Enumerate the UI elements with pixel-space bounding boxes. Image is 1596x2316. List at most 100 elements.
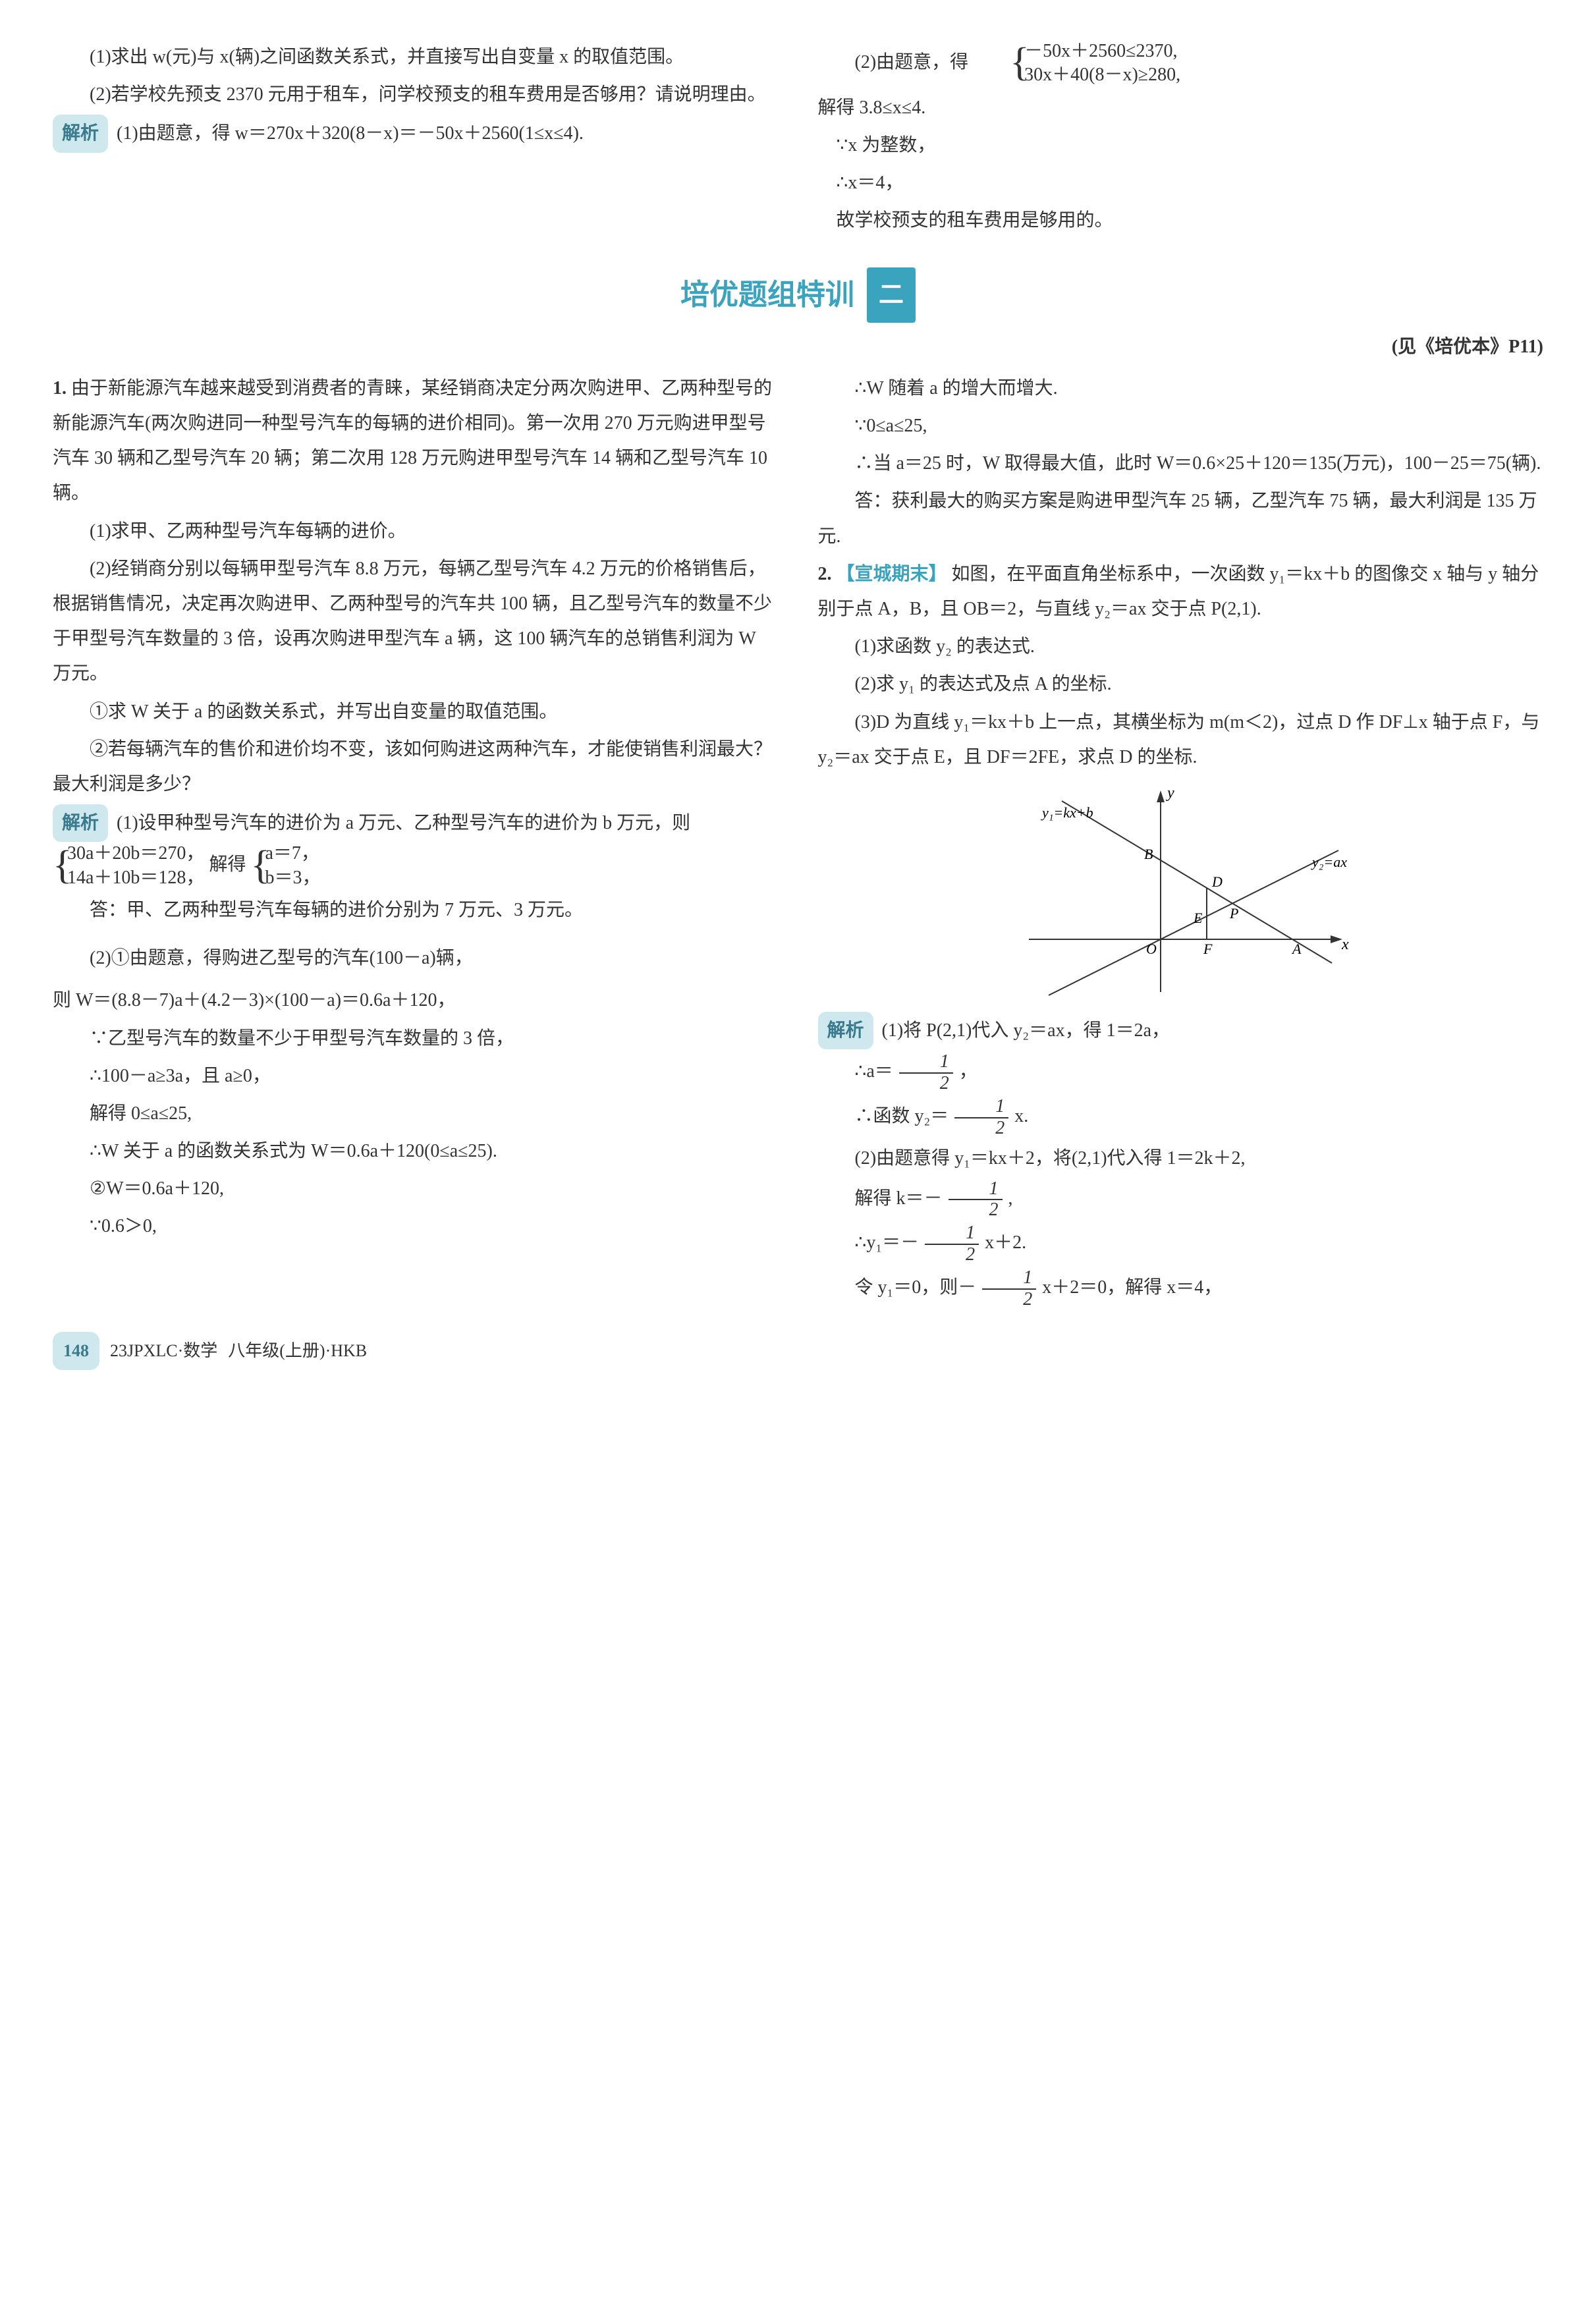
text: 答：甲、乙两种型号汽车每辆的进价分别为 7 万元、3 万元。 <box>53 893 779 927</box>
q-text: (2)若学校先预支 2370 元用于租车，问学校预支的租车费用是否够用？请说明理… <box>53 77 779 112</box>
sys-line: 30a＋20b＝270， <box>67 842 204 866</box>
q-number: 1. <box>53 378 67 399</box>
pt-P: P <box>1229 905 1238 922</box>
exam-tag: 【宣城期末】 <box>837 564 947 584</box>
y-axis-label: y <box>1166 785 1174 802</box>
question-2: 2. 【宣城期末】 如图，在平面直角坐标系中，一次函数 y₁＝kx＋b 的图像交… <box>818 557 1544 626</box>
text: 故学校预支的租车费用是够用的。 <box>818 203 1544 238</box>
q2-part1: (1)求函数 y₂ 的表达式. <box>818 629 1544 664</box>
text: ∴W 随着 a 的增大而增大. <box>818 371 1544 406</box>
text: ∴当 a＝25 时，W 取得最大值，此时 W＝0.6×25＋120＝135(万元… <box>818 446 1544 481</box>
sys-line: 30x＋40(8－x)≥280, <box>987 63 1180 87</box>
pt-D: D <box>1211 873 1223 890</box>
pt-F: F <box>1203 941 1213 957</box>
text: ∵x 为整数， <box>818 128 1544 163</box>
y2-label: y₂=ax <box>1311 854 1347 870</box>
fraction: 12 <box>982 1268 1036 1310</box>
text: x＋2. <box>985 1232 1026 1253</box>
sys-line: a＝7， <box>265 842 320 866</box>
analysis-line: (2)由题意，得 －50x＋2560≤2370, 30x＋40(8－x)≥280… <box>818 40 1544 88</box>
analysis-tag: 解析 <box>53 115 108 152</box>
left-col: 1. 由于新能源汽车越来越受到消费者的青睐，某经销商决定分两次购进甲、乙两种型号… <box>53 371 779 1312</box>
sys-line: b＝3， <box>265 866 320 890</box>
section-header: 培优题组特训 二 <box>53 267 1543 323</box>
fraction: 12 <box>925 1223 979 1265</box>
text: ∴y₁＝－ 12 x＋2. <box>818 1223 1544 1265</box>
text: , <box>1008 1188 1013 1209</box>
text: x. <box>1014 1106 1028 1126</box>
fraction: 12 <box>949 1179 1003 1221</box>
text: ∴x＝4， <box>818 165 1544 200</box>
main-body: 1. 由于新能源汽车越来越受到消费者的青睐，某经销商决定分两次购进甲、乙两种型号… <box>53 371 1543 1312</box>
text: (1)将 P(2,1)代入 y₂＝ax，得 1＝2a， <box>882 1020 1170 1041</box>
text: ②W＝0.6a＋120, <box>53 1171 779 1206</box>
q1-analysis: 解析 (1)设甲种型号汽车的进价为 a 万元、乙种型号汽车的进价为 b 万元，则… <box>53 804 779 890</box>
analysis-text: (1)由题意，得 w＝270x＋320(8－x)＝－50x＋2560(1≤x≤4… <box>117 123 584 144</box>
equation-system: a＝7， b＝3， <box>250 842 320 890</box>
text: ∵0≤a≤25, <box>818 408 1544 443</box>
text: 令 y₁＝0，则－ <box>855 1277 977 1298</box>
text: 令 y₁＝0，则－ 12 x＋2＝0，解得 x＝4， <box>818 1268 1544 1310</box>
text: 解得 0≤a≤25, <box>53 1096 779 1131</box>
top-left-col: (1)求出 w(元)与 x(辆)之间函数关系式，并直接写出自变量 x 的取值范围… <box>53 40 779 241</box>
section-title: 培优题组特训 <box>680 267 854 323</box>
section-reference: (见《培优本》P11) <box>53 329 1543 364</box>
text: x＋2＝0，解得 x＝4， <box>1042 1277 1222 1298</box>
text: (2)由题意得 y₁＝kx＋2，将(2,1)代入得 1＝2k＋2, <box>818 1141 1544 1176</box>
page-number: 148 <box>53 1332 99 1369</box>
pt-O: O <box>1146 941 1157 957</box>
text: (2)由题意，得 <box>855 52 969 72</box>
analysis-line: 解析 (1)由题意，得 w＝270x＋320(8－x)＝－50x＋2560(1≤… <box>53 115 779 152</box>
q1-part2: (2)经销商分别以每辆甲型号汽车 8.8 万元，每辆乙型号汽车 4.2 万元的价… <box>53 551 779 692</box>
sys-line: 14a＋10b＝128， <box>67 866 204 890</box>
text: 则 W＝(8.8－7)a＋(4.2－3)×(100－a)＝0.6a＋120， <box>53 983 779 1018</box>
text: (2)①由题意，得购进乙型号的汽车(100－a)辆， <box>53 930 779 980</box>
question-1: 1. 由于新能源汽车越来越受到消费者的青睐，某经销商决定分两次购进甲、乙两种型号… <box>53 371 779 511</box>
fraction: 12 <box>954 1097 1008 1139</box>
text: ∴100－a≥3a，且 a≥0， <box>53 1059 779 1093</box>
text: ， <box>959 1061 977 1082</box>
text: ∴函数 y₂＝ <box>855 1106 949 1126</box>
text: (1)设甲种型号汽车的进价为 a 万元、乙种型号汽车的进价为 b 万元，则 <box>117 813 690 833</box>
text: ∴a＝ <box>855 1061 893 1082</box>
pt-B: B <box>1144 846 1153 862</box>
text: ∴y₁＝－ <box>855 1232 920 1253</box>
q-intro: 由于新能源汽车越来越受到消费者的青睐，某经销商决定分两次购进甲、乙两种型号的新能… <box>53 378 772 504</box>
text: 解得 k＝－ <box>855 1188 943 1209</box>
x-axis-label: x <box>1341 936 1349 953</box>
text: 解得 k＝－ 12 , <box>818 1179 1544 1221</box>
q2-analysis: 解析 (1)将 P(2,1)代入 y₂＝ax，得 1＝2a， <box>818 1012 1544 1049</box>
analysis-tag: 解析 <box>818 1012 873 1049</box>
footer-code: 23JPXLC·数学 <box>110 1335 217 1367</box>
top-continuation: (1)求出 w(元)与 x(辆)之间函数关系式，并直接写出自变量 x 的取值范围… <box>53 40 1543 241</box>
text: 解得 <box>209 854 246 875</box>
text: 解得 3.8≤x≤4. <box>818 90 1544 125</box>
text: ∵乙型号汽车的数量不少于甲型号汽车数量的 3 倍， <box>53 1021 779 1056</box>
pt-A: A <box>1291 941 1302 957</box>
text: ∴W 关于 a 的函数关系式为 W＝0.6a＋120(0≤a≤25). <box>53 1134 779 1169</box>
equation-system: －50x＋2560≤2370, 30x＋40(8－x)≥280, <box>973 40 1180 88</box>
right-col: ∴W 随着 a 的增大而增大. ∵0≤a≤25, ∴当 a＝25 时，W 取得最… <box>818 371 1544 1312</box>
q2-part2: (2)求 y₁ 的表达式及点 A 的坐标. <box>818 667 1544 702</box>
q-number: 2. <box>818 564 832 584</box>
q1-part1: (1)求甲、乙两种型号汽车每辆的进价。 <box>53 514 779 549</box>
top-right-col: (2)由题意，得 －50x＋2560≤2370, 30x＋40(8－x)≥280… <box>818 40 1544 241</box>
q-text: (1)求出 w(元)与 x(辆)之间函数关系式，并直接写出自变量 x 的取值范围… <box>53 40 779 74</box>
footer-grade: 八年级(上册)·HKB <box>228 1335 367 1367</box>
text: ∵0.6＞0, <box>53 1209 779 1244</box>
text: ∴函数 y₂＝ 12 x. <box>818 1097 1544 1139</box>
text: ∴a＝ 12 ， <box>818 1052 1544 1094</box>
y1-label: y₁=kx+b <box>1041 804 1093 821</box>
q1-part2-2: ②若每辆汽车的售价和进价均不变，该如何购进这两种汽车，才能使销售利润最大？最大利… <box>53 732 779 802</box>
section-badge: 二 <box>867 267 916 323</box>
text: (2)①由题意，得购进乙型号的汽车(100－a)辆， <box>90 948 473 968</box>
page-footer: 148 23JPXLC·数学 八年级(上册)·HKB <box>53 1332 1543 1369</box>
coordinate-chart: x y y₁=kx+b y₂=ax O A B D E F P <box>1009 781 1352 1005</box>
analysis-tag: 解析 <box>53 804 108 842</box>
sys-line: －50x＋2560≤2370, <box>987 40 1180 63</box>
fraction: 12 <box>899 1052 953 1094</box>
text: 答：获利最大的购买方案是购进甲型汽车 25 辆，乙型汽车 75 辆，最大利润是 … <box>818 483 1544 553</box>
q1-part2-1: ①求 W 关于 a 的函数关系式，并写出自变量的取值范围。 <box>53 694 779 729</box>
q2-part3: (3)D 为直线 y₁＝kx＋b 上一点，其横坐标为 m(m＜2)，过点 D 作… <box>818 705 1544 775</box>
equation-system: 30a＋20b＝270， 14a＋10b＝128， <box>53 842 204 890</box>
